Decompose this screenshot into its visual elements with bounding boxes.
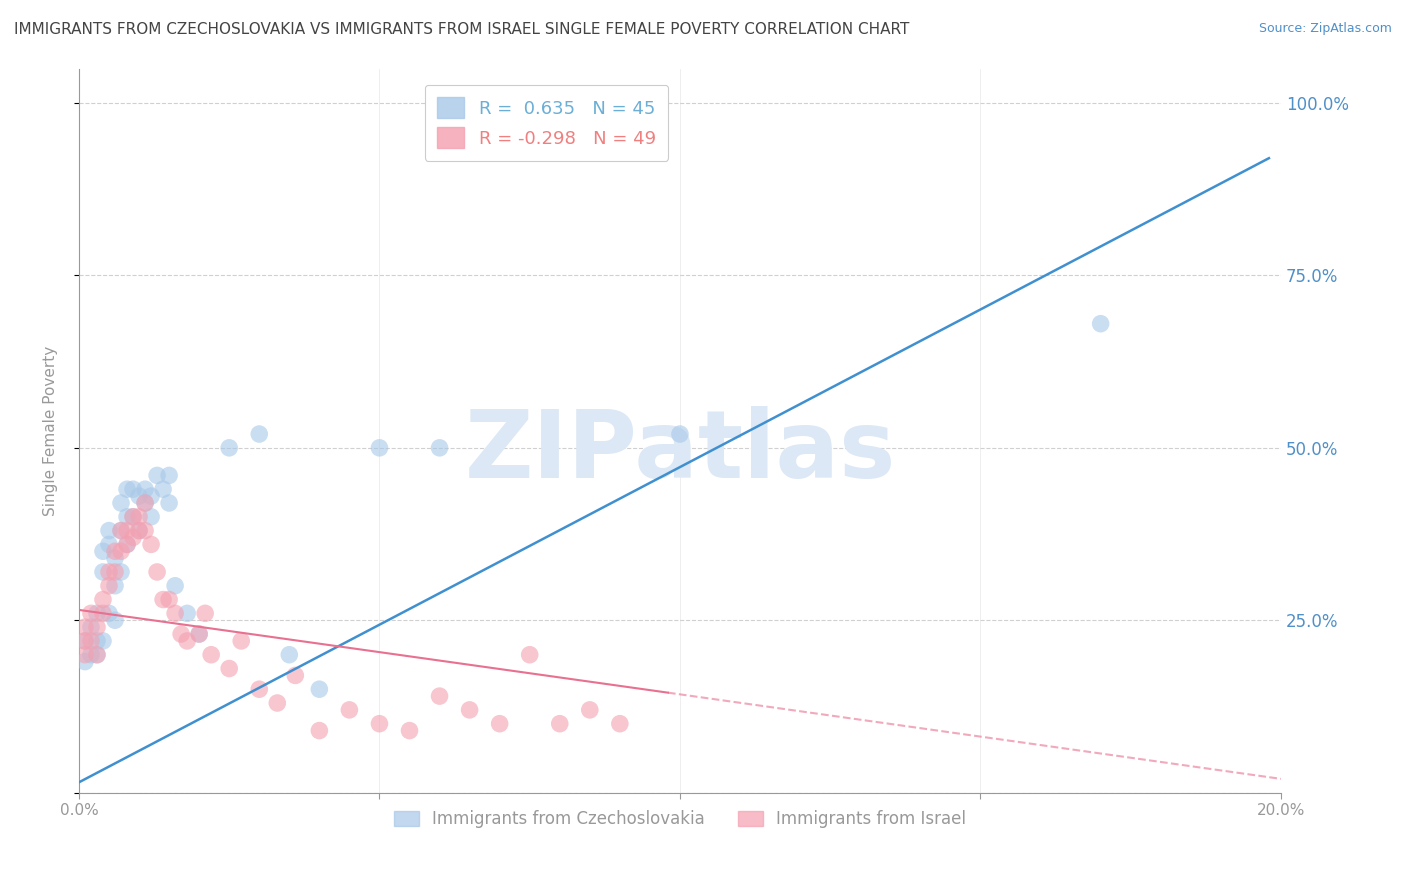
Point [104,551,127,566]
Point [115,524,138,538]
Point [134,496,156,510]
Point [308,682,330,697]
Point [134,496,156,510]
Text: Source: ZipAtlas.com: Source: ZipAtlas.com [1258,22,1392,36]
Point [86,648,108,662]
Point [128,524,150,538]
Point [398,723,420,738]
Point [122,482,145,496]
Point [134,524,156,538]
Point [98,565,121,579]
Point [86,634,108,648]
Point [110,544,132,558]
Point [157,496,180,510]
Point [122,509,145,524]
Point [278,648,301,662]
Point [128,489,150,503]
Point [73,620,96,634]
Point [91,607,114,621]
Point [98,579,121,593]
Point [519,648,541,662]
Point [458,703,481,717]
Point [139,489,162,503]
Point [188,627,211,641]
Point [110,524,132,538]
Point [194,607,217,621]
Point [80,648,103,662]
Point [368,441,391,455]
Point [170,627,193,641]
Point [578,703,600,717]
Point [139,537,162,551]
Point [176,607,198,621]
Point [98,537,121,551]
Point [247,427,270,442]
Point [110,524,132,538]
Text: IMMIGRANTS FROM CZECHOSLOVAKIA VS IMMIGRANTS FROM ISRAEL SINGLE FEMALE POVERTY C: IMMIGRANTS FROM CZECHOSLOVAKIA VS IMMIGR… [14,22,910,37]
Point [104,565,127,579]
Point [266,696,288,710]
Point [115,537,138,551]
Point [110,496,132,510]
Point [669,427,692,442]
Point [128,524,150,538]
Point [231,634,253,648]
Point [91,592,114,607]
Point [308,723,330,738]
Point [152,592,174,607]
Point [128,509,150,524]
Point [86,620,108,634]
Point [247,682,270,697]
Point [188,627,211,641]
Point [86,648,108,662]
Point [548,716,571,731]
Point [104,613,127,627]
Point [91,544,114,558]
Point [80,620,103,634]
Point [139,509,162,524]
Point [218,441,240,455]
Point [218,661,240,675]
Point [165,579,187,593]
Point [80,607,103,621]
Legend: Immigrants from Czechoslovakia, Immigrants from Israel: Immigrants from Czechoslovakia, Immigran… [387,804,973,835]
Point [104,544,127,558]
Point [339,703,361,717]
Point [86,607,108,621]
Point [98,607,121,621]
Point [80,634,103,648]
Y-axis label: Single Female Poverty: Single Female Poverty [44,345,58,516]
Point [91,634,114,648]
Point [368,716,391,731]
Point [429,441,451,455]
Point [146,565,169,579]
Point [104,579,127,593]
Point [73,655,96,669]
Point [284,668,307,682]
Point [152,482,174,496]
Point [165,607,187,621]
Text: ZIPatlas: ZIPatlas [464,407,896,499]
Point [122,509,145,524]
Point [1090,317,1112,331]
Point [176,634,198,648]
Point [91,565,114,579]
Point [115,482,138,496]
Point [134,482,156,496]
Point [200,648,222,662]
Point [146,468,169,483]
Point [488,716,510,731]
Point [73,648,96,662]
Point [609,716,631,731]
Point [157,468,180,483]
Point [115,537,138,551]
Point [110,565,132,579]
Point [98,524,121,538]
Point [115,509,138,524]
Point [73,634,96,648]
Point [157,592,180,607]
Point [122,531,145,545]
Point [429,689,451,703]
Point [73,634,96,648]
